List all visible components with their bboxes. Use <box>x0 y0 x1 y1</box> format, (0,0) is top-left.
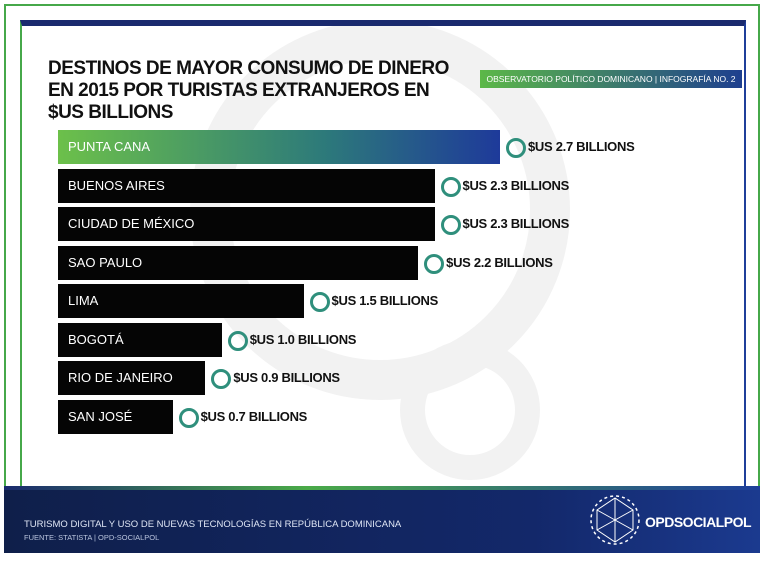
footer-band <box>4 490 760 553</box>
value-label: $US 2.3 BILLIONS <box>462 216 570 231</box>
bar <box>58 130 500 164</box>
category-label: SAN JOSÉ <box>68 408 133 424</box>
value-label: $US 1.0 BILLIONS <box>249 331 357 347</box>
marker-ring <box>440 215 461 235</box>
value-label: $US 2.7 BILLIONS <box>528 139 635 154</box>
value-label: $US 2.3 BILLIONS <box>462 177 570 193</box>
marker-ring <box>309 292 330 312</box>
bar <box>58 168 435 203</box>
bar-area: PUNTA CANA $US 2.7 BILLIONS BUENOS AIRES $U… <box>58 130 635 434</box>
value-label: $US 1.5 BILLIONS <box>331 293 439 308</box>
footer-text: TURISMO DIGITAL Y USO DE NUEVAS TECNOLOG… <box>24 519 402 530</box>
chart-title: DESTINOS DE MAYOR CONSUMO DE DINERO EN 2… <box>48 58 449 123</box>
logo-icon <box>590 495 640 545</box>
category-label: PUNTA CANA <box>68 139 151 154</box>
category-label: CIUDAD DE MÉXICO <box>68 216 195 231</box>
value-label: $US 0.7 BILLIONS <box>200 408 308 424</box>
category-label: LIMA <box>68 293 99 308</box>
category-label: SAO PAULO <box>68 254 143 270</box>
marker-ring <box>227 330 248 351</box>
marker-ring <box>506 138 526 158</box>
source-text: FUENTE: STATISTA | OPD-SOCIALPOL <box>24 533 160 542</box>
marker-ring <box>178 407 199 428</box>
category-label: BUENOS AIRES <box>68 177 165 193</box>
badge: OBSERVATORIO POLÍTICO DOMINICANO | INFOG… <box>480 70 742 88</box>
footer-stripe <box>4 486 760 492</box>
bar <box>58 399 173 434</box>
category-label: BOGOTÁ <box>68 331 124 347</box>
bar <box>58 322 222 357</box>
category-label: RIO DE JANEIRO <box>68 370 173 385</box>
bar <box>58 245 419 280</box>
bar <box>58 207 435 241</box>
marker-ring <box>211 369 232 389</box>
inner-frame <box>20 20 746 490</box>
marker-ring <box>424 253 445 274</box>
logo: OPDSOCIALPOL <box>645 514 752 530</box>
value-label: $US 2.2 BILLIONS <box>446 254 553 270</box>
bar <box>58 284 304 318</box>
bar <box>58 361 206 395</box>
value-label: $US 0.9 BILLIONS <box>233 370 340 385</box>
marker-ring <box>440 176 461 197</box>
